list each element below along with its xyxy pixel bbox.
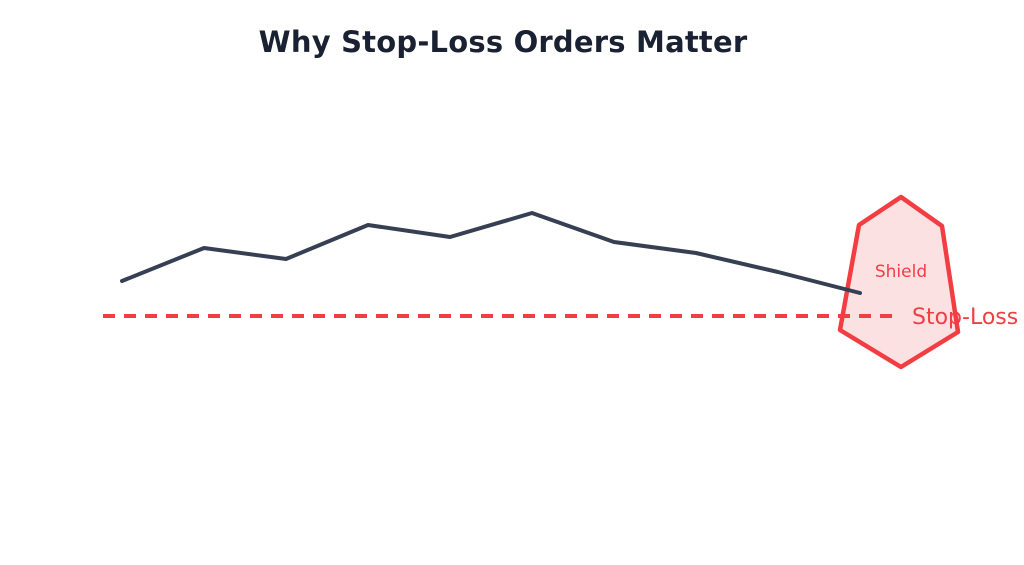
shield-shape-fill [840, 197, 958, 367]
shield-label: Shield [875, 262, 927, 282]
stop-loss-label: Stop-Loss [912, 305, 1018, 330]
chart-title: Why Stop-Loss Orders Matter [258, 25, 748, 59]
price-line [120, 211, 862, 295]
shield-shape-outline [837, 194, 961, 370]
